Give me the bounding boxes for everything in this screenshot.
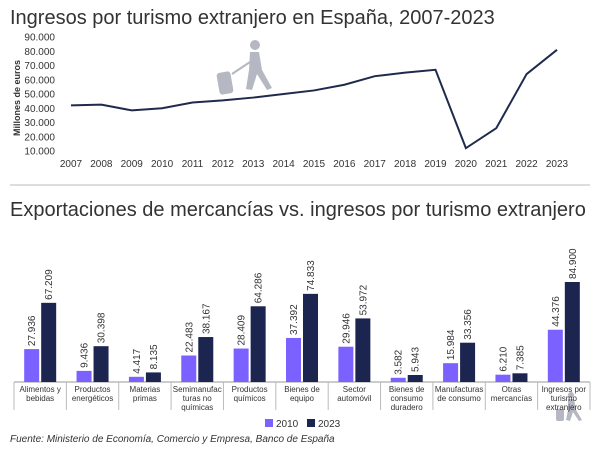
x-tick-label: 2014	[273, 159, 296, 170]
y-tick-label: 50.000	[24, 90, 55, 101]
bar	[76, 370, 92, 382]
bar	[407, 375, 423, 382]
traveler-icon	[556, 392, 582, 421]
bar	[24, 349, 40, 382]
y-tick-label: 30.000	[24, 118, 55, 129]
bar	[41, 302, 57, 382]
legend-swatch	[265, 419, 273, 427]
value-label: 27.936	[27, 315, 38, 346]
value-label: 8.135	[149, 344, 160, 369]
x-tick-label: Sector automóvil	[337, 385, 372, 403]
x-tick-label: Bienes de equipo	[284, 385, 320, 403]
x-tick-label: Bienes de consumo duradero	[388, 385, 425, 412]
bar	[181, 355, 197, 382]
bar	[512, 373, 528, 382]
y-tick-label: 60.000	[24, 75, 55, 86]
bar	[355, 318, 371, 382]
value-label: 29.946	[341, 313, 352, 344]
x-tick-label: 2021	[485, 159, 508, 170]
value-label: 74.833	[306, 260, 317, 291]
value-label: 4.417	[132, 348, 143, 373]
legend-label: 2010	[276, 419, 299, 430]
bar	[547, 329, 563, 382]
bar	[338, 346, 354, 382]
value-label: 5.943	[411, 347, 422, 372]
value-label: 64.286	[254, 272, 265, 303]
x-tick-label: 2008	[90, 159, 113, 170]
value-label: 6.210	[498, 346, 509, 371]
value-label: 53.972	[358, 284, 369, 315]
x-tick-label: 2023	[546, 159, 569, 170]
legend-swatch	[307, 419, 315, 427]
y-tick-label: 40.000	[24, 104, 55, 115]
line-series	[70, 49, 558, 150]
value-label: 30.398	[97, 312, 108, 343]
x-tick-label: 2016	[333, 159, 356, 170]
traveler-icon	[216, 40, 272, 95]
bar	[443, 363, 459, 382]
x-tick-label: 2019	[424, 159, 447, 170]
bar	[128, 376, 144, 382]
x-tick-label: Semimanufac turas no químicas	[172, 385, 222, 412]
value-label: 9.436	[80, 342, 91, 367]
bar	[564, 282, 580, 382]
y-tick-label: 20.000	[24, 132, 55, 143]
bar	[390, 377, 406, 382]
value-label: 84.900	[568, 248, 579, 279]
y-tick-label: 90.000	[24, 33, 55, 44]
value-label: 38.167	[201, 303, 212, 334]
x-tick-label: Productos químicos	[231, 385, 268, 403]
value-label: 28.409	[237, 315, 248, 346]
x-tick-label: 2010	[151, 159, 174, 170]
bar	[145, 372, 161, 382]
source-note: Fuente: Ministerio de Economía, Comercio…	[10, 434, 335, 445]
x-tick-label: Productos energéticos	[71, 385, 114, 403]
bar	[93, 346, 109, 382]
y-tick-label: 10.000	[24, 147, 55, 158]
x-tick-label: 2009	[121, 159, 144, 170]
x-tick-label: 2017	[364, 159, 387, 170]
y-tick-label: 70.000	[24, 61, 55, 72]
x-tick-label: 2015	[303, 159, 326, 170]
x-tick-label: Manufacturas de consumo	[434, 385, 484, 403]
bar	[460, 342, 476, 382]
bar	[286, 337, 301, 382]
value-label: 22.483	[184, 321, 195, 352]
x-tick-label: 2013	[242, 159, 265, 170]
value-label: 33.356	[463, 309, 474, 340]
x-tick-label: 2011	[182, 159, 204, 170]
x-tick-label: 2018	[394, 159, 417, 170]
chart-title: Exportaciones de mercancías vs. ingresos…	[10, 199, 586, 221]
x-tick-label: 2007	[60, 159, 83, 170]
chart-title: Ingresos por turismo extranjero en Españ…	[10, 7, 495, 29]
bar	[495, 374, 511, 382]
y-tick-label: 80.000	[24, 47, 55, 58]
x-tick-label: 2020	[455, 159, 478, 170]
value-label: 67.209	[44, 269, 55, 300]
value-label: 3.582	[394, 349, 405, 374]
value-label: 7.385	[515, 345, 526, 370]
bar	[233, 348, 249, 382]
x-tick-label: Otras mercancías	[490, 385, 533, 403]
legend-label: 2023	[318, 419, 341, 430]
x-tick-label: Materias primas	[129, 385, 161, 403]
x-tick-label: Ingresos por turismo extranjero	[541, 385, 587, 412]
y-axis-label: Millones de euros	[12, 60, 22, 136]
x-tick-label: 2022	[516, 159, 539, 170]
bar	[250, 306, 266, 382]
value-label: 15.984	[446, 329, 457, 360]
x-tick-label: 2012	[212, 159, 235, 170]
x-tick-label: Alimentos y bebidas	[19, 385, 61, 403]
bar	[198, 337, 214, 382]
value-label: 37.392	[289, 304, 300, 335]
bar	[303, 293, 318, 382]
value-label: 44.376	[551, 296, 562, 327]
